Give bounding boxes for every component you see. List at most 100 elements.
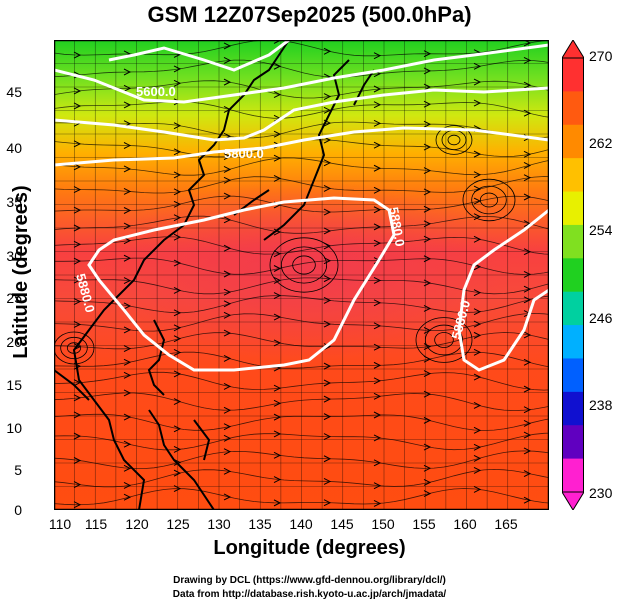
colorbar-cell xyxy=(562,58,584,92)
streamline-arrow xyxy=(323,362,332,370)
streamline-arrow xyxy=(273,430,282,438)
streamline-arrow xyxy=(173,214,182,222)
x-tick-label: 145 xyxy=(330,516,354,532)
streamline-arrow xyxy=(373,392,382,400)
circulation-loop xyxy=(60,336,88,360)
streamline-arrow xyxy=(223,57,232,64)
streamline-arrow xyxy=(223,216,232,224)
streamline-arrow xyxy=(123,302,132,310)
x-tick-label: 115 xyxy=(84,516,108,532)
contour-label: 5800.0 xyxy=(224,146,264,161)
streamline-arrow xyxy=(223,244,232,252)
streamline-arrow xyxy=(323,257,332,265)
streamline-arrow xyxy=(473,197,482,205)
streamline-arrow xyxy=(273,292,282,299)
streamline-arrow xyxy=(473,99,482,107)
streamline xyxy=(54,351,549,369)
streamline-arrow xyxy=(273,174,282,182)
streamline-arrow xyxy=(173,200,182,208)
circulation-loop xyxy=(435,125,473,155)
streamline-arrow xyxy=(473,320,482,328)
streamline-arrow xyxy=(373,277,382,284)
streamline-arrow xyxy=(323,47,332,55)
credit-line-1: Drawing by DCL (https://www.gfd-dennou.o… xyxy=(173,575,446,586)
streamline-arrow xyxy=(373,299,382,307)
streamline-arrow xyxy=(173,188,182,196)
streamline xyxy=(54,236,549,255)
streamline-arrow xyxy=(173,335,182,343)
contour-label: 5600.0 xyxy=(136,84,176,99)
streamline xyxy=(54,215,549,234)
streamline-arrow xyxy=(323,296,332,304)
streamline-arrow xyxy=(223,448,232,456)
x-tick-label: 125 xyxy=(166,516,190,532)
streamline-arrow xyxy=(373,459,382,467)
streamline-arrow xyxy=(523,447,532,455)
y-tick-label: 10 xyxy=(6,420,22,436)
streamline-arrow xyxy=(123,358,132,366)
streamline-arrow xyxy=(423,100,432,108)
streamline-arrow xyxy=(273,476,282,483)
streamline-arrow xyxy=(423,50,432,58)
colorbar-cell xyxy=(562,124,584,159)
streamline-arrow xyxy=(223,192,232,200)
streamline-arrow xyxy=(223,78,232,86)
streamline-arrow xyxy=(323,320,332,328)
colorbar-svg xyxy=(562,40,584,510)
streamline-arrow xyxy=(173,286,182,294)
colorbar-tick-label: 262 xyxy=(589,135,613,151)
streamline-arrow xyxy=(223,493,232,501)
streamline-arrow xyxy=(323,208,332,216)
streamline-arrow xyxy=(423,490,432,498)
contour-label: 5880.0 xyxy=(386,206,408,248)
colorbar-cell xyxy=(562,458,584,493)
streamline xyxy=(54,332,549,350)
streamline-arrow xyxy=(73,501,82,509)
streamline-arrow xyxy=(123,165,132,173)
streamline xyxy=(54,413,549,431)
x-tick-label: 135 xyxy=(248,516,272,532)
streamline-arrow xyxy=(373,206,382,214)
streamline-arrow xyxy=(223,288,232,296)
colorbar-tick-label: 238 xyxy=(589,397,613,413)
streamline-arrow xyxy=(173,398,182,405)
streamline-arrow xyxy=(73,276,82,284)
coastlines xyxy=(54,40,375,510)
colorbar-cell xyxy=(562,258,584,293)
streamline-arrow xyxy=(223,153,232,160)
y-tick-label: 0 xyxy=(14,502,22,518)
streamline-arrow xyxy=(223,467,232,475)
streamline-arrow xyxy=(373,322,382,330)
streamline-arrow xyxy=(173,148,182,156)
y-tick-label: 20 xyxy=(6,334,22,350)
streamline xyxy=(54,432,549,451)
streamline xyxy=(54,392,549,412)
streamline-arrow xyxy=(173,445,182,453)
colorbar-cell xyxy=(562,358,584,393)
colorbar-upper-arrow xyxy=(562,40,584,59)
streamline xyxy=(54,80,549,99)
streamline-arrow xyxy=(273,130,282,138)
streamline-arrow xyxy=(323,184,332,192)
streamline-arrow xyxy=(323,136,332,144)
colorbar-lower-arrow xyxy=(562,491,584,510)
streamline-arrow xyxy=(323,455,332,463)
streamline-arrow xyxy=(73,51,82,59)
streamline-arrow xyxy=(423,304,432,312)
streamline-arrow xyxy=(323,395,332,403)
map-plot-area: 5600.0 5800.0 5880.0 5880.0 5880.0 xyxy=(54,40,549,510)
streamline xyxy=(54,257,549,275)
streamline-arrow xyxy=(73,457,82,464)
streamline-arrow xyxy=(73,163,82,171)
warm-core xyxy=(94,180,514,360)
streamline-arrow xyxy=(323,477,332,485)
streamline xyxy=(54,371,549,391)
y-tick-label: 40 xyxy=(6,140,22,156)
streamline-arrow xyxy=(123,142,132,149)
streamline-arrow xyxy=(223,300,232,308)
streamline-arrow xyxy=(223,354,232,362)
streamline-arrow xyxy=(273,413,282,421)
streamline-arrow xyxy=(373,343,382,351)
streamline-arrow xyxy=(123,345,132,353)
colorbar-tick-label: 270 xyxy=(589,48,613,64)
